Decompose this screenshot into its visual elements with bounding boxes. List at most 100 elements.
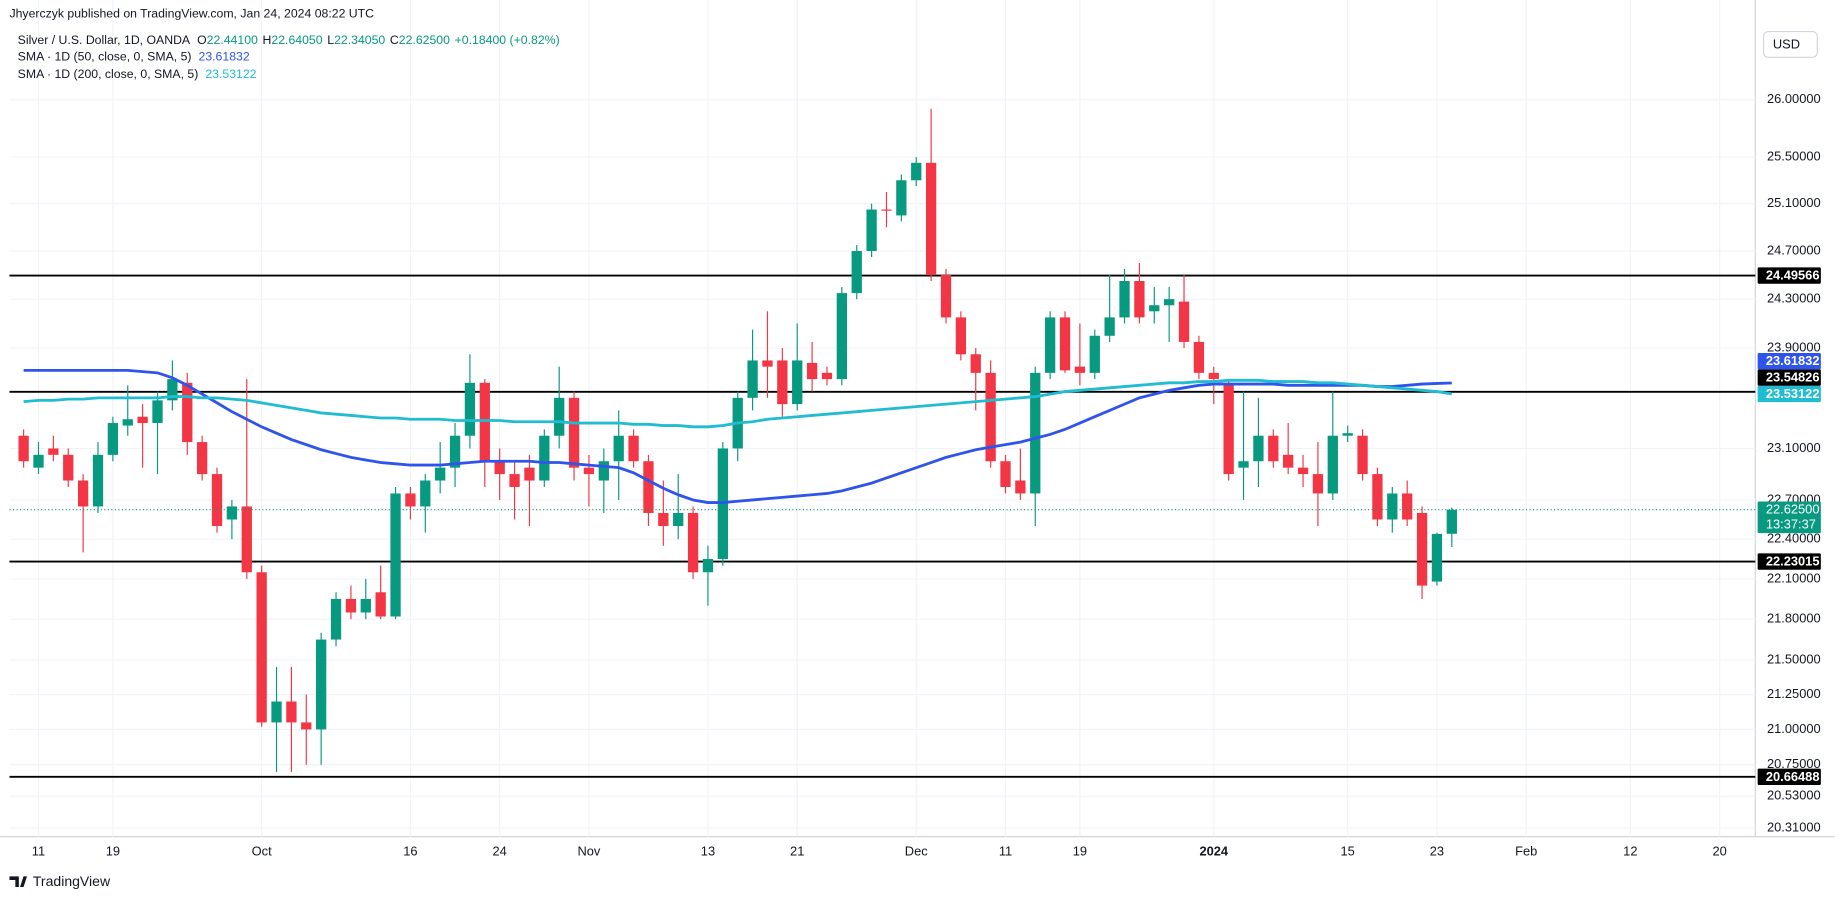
symbol: Silver / U.S. Dollar, 1D, OANDA xyxy=(18,33,191,47)
candle-body xyxy=(256,572,267,723)
candle-body xyxy=(167,379,178,401)
candle-body xyxy=(1104,317,1115,336)
candle-body xyxy=(628,435,639,462)
x-tick-label: 2024 xyxy=(1199,843,1228,858)
candle-body xyxy=(18,435,29,462)
sma-name: SMA · 1D (200, close, 0, SMA, 5) xyxy=(18,67,199,81)
candle-body xyxy=(1402,493,1413,520)
candle-body xyxy=(196,442,208,475)
ohlc-value: 22.64050 xyxy=(271,33,322,47)
candle-body xyxy=(1089,335,1100,373)
candle-body xyxy=(345,598,357,613)
price-label: 23.61832 xyxy=(1766,353,1820,368)
candle-body xyxy=(1446,509,1457,534)
price-label: 23.54826 xyxy=(1766,370,1820,385)
candle-body xyxy=(554,397,565,436)
candle-body xyxy=(702,558,714,573)
candle-body xyxy=(271,701,282,723)
candle-body xyxy=(420,480,431,507)
axes: 26.00000 25.50000 25.10000 24.70000 24.30000… xyxy=(32,91,1821,858)
candle-body xyxy=(1134,281,1145,318)
candle-body xyxy=(375,592,386,617)
candle-body xyxy=(539,435,550,481)
candle-body xyxy=(806,362,818,380)
y-tick-label: 23.10000 xyxy=(1767,440,1821,455)
y-tick-label: 25.50000 xyxy=(1767,148,1821,163)
y-tick-label: 21.25000 xyxy=(1767,686,1821,701)
candle-body xyxy=(777,360,788,405)
candle-body xyxy=(1342,433,1353,436)
last-price-box xyxy=(1757,501,1821,534)
symbol-legend: Silver / U.S. Dollar, 1D, OANDA O22.44100… xyxy=(18,33,560,47)
candle-body xyxy=(1431,533,1443,582)
candle-body xyxy=(1327,435,1338,494)
candle-body xyxy=(1357,435,1368,475)
price-label-box xyxy=(1757,267,1821,284)
candle-body xyxy=(405,493,416,507)
candle-body xyxy=(970,354,981,373)
candle-body xyxy=(211,474,223,527)
ohlc-value: 22.34050 xyxy=(334,33,385,47)
candle-body xyxy=(33,454,44,468)
y-tick-label: 21.50000 xyxy=(1767,651,1821,666)
currency[interactable]: USD xyxy=(1773,36,1800,51)
change: +0.18400 (+0.82%) xyxy=(455,33,560,47)
candle-body xyxy=(985,372,996,462)
x-tick-label: 16 xyxy=(403,843,417,858)
footer: TradingView xyxy=(33,873,111,889)
countdown: 13:37:37 xyxy=(1766,516,1816,531)
price-label-box xyxy=(1757,768,1821,786)
logo-icon xyxy=(9,876,28,887)
candle-body xyxy=(316,639,327,730)
x-tick-label: 11 xyxy=(32,843,45,858)
candle-body xyxy=(48,448,59,455)
price-label: 23.53122 xyxy=(1766,386,1820,401)
candle-body xyxy=(896,180,907,216)
candle-body xyxy=(464,382,476,436)
y-tick-label: 21.80000 xyxy=(1767,611,1821,626)
candle-body xyxy=(494,461,505,475)
candle-body xyxy=(1208,372,1219,380)
y-tick-label: 20.31000 xyxy=(1767,819,1821,834)
candle-body xyxy=(1149,305,1160,312)
candle-body xyxy=(1416,512,1428,586)
candle-body xyxy=(1178,301,1190,342)
candle-body xyxy=(137,416,148,424)
candle-body xyxy=(1387,493,1398,520)
y-tick-label: 22.10000 xyxy=(1767,570,1821,585)
candle-body xyxy=(836,293,848,380)
ohlc-key: C xyxy=(390,33,399,47)
candle-body xyxy=(613,435,624,462)
candle-body xyxy=(643,461,654,513)
candle-body xyxy=(911,162,922,181)
x-tick-label: 13 xyxy=(701,843,715,858)
sma-value: 23.61832 xyxy=(199,50,250,64)
x-tick-label: 19 xyxy=(1073,843,1087,858)
candle-body xyxy=(152,400,163,424)
grid xyxy=(9,0,1756,837)
candle-body xyxy=(1164,299,1175,306)
candle-body xyxy=(390,493,401,617)
x-tick-label: 19 xyxy=(106,843,120,858)
sma-legend: SMA · 1D (200, close, 0, SMA, 5) 23.53122 xyxy=(18,67,257,81)
candle-body xyxy=(866,209,877,252)
price-label-box xyxy=(1757,553,1821,570)
x-tick-label: 24 xyxy=(493,843,507,858)
ohlc-key: L xyxy=(327,33,334,47)
currency-button-box[interactable] xyxy=(1762,31,1818,58)
candle-body xyxy=(182,382,193,443)
ohlc-value: 22.62500 xyxy=(399,33,450,47)
candle-body xyxy=(955,317,967,355)
candle-body xyxy=(241,506,252,573)
ohlc-key: H xyxy=(263,33,272,47)
candle-body xyxy=(360,598,371,613)
price-label: 24.49566 xyxy=(1766,267,1820,282)
candle-body xyxy=(1000,461,1011,487)
candle-body xyxy=(63,454,74,481)
sma-line xyxy=(23,378,1453,429)
y-tick-label: 24.30000 xyxy=(1767,291,1821,306)
candle-body xyxy=(107,423,119,455)
currency-button[interactable]: USD xyxy=(1762,31,1818,58)
